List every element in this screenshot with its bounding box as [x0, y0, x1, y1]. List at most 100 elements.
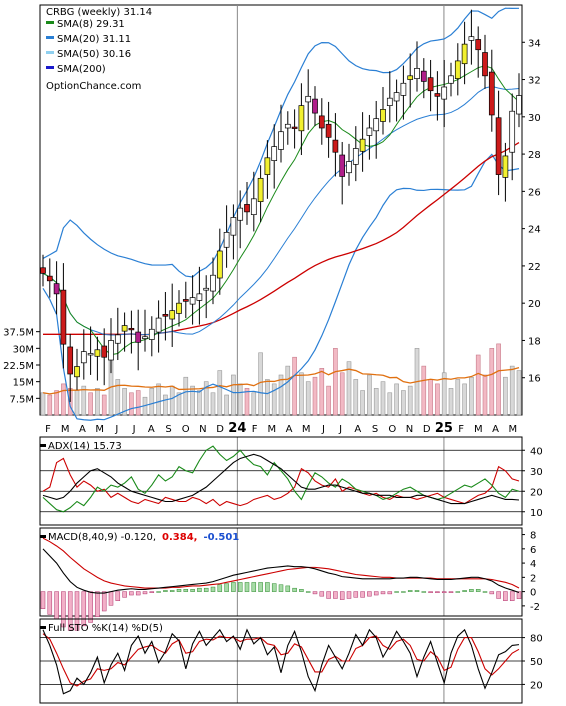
sma8-label: SMA(8) 29.31: [57, 19, 125, 30]
sma20-line: [42, 85, 520, 336]
price-tick-label: 18: [528, 336, 541, 347]
candle-body: [366, 127, 373, 136]
candle-body: [325, 123, 332, 138]
macd-histogram-bar: [387, 591, 393, 595]
volume-bar: [428, 379, 433, 416]
indicator-line: [42, 453, 520, 505]
macd-histogram-bar: [441, 591, 447, 593]
macd-histogram-bar: [271, 583, 277, 592]
volume-bar: [61, 383, 66, 416]
volume-tick-label: 30M: [13, 344, 34, 355]
candle-body: [60, 289, 67, 345]
x-label: F: [458, 424, 464, 435]
volume-bar: [455, 379, 461, 416]
candle-body: [176, 302, 182, 314]
adx-lines: 10 20 30 40: [40, 445, 543, 519]
volume-bar: [387, 392, 393, 416]
candle-body: [346, 161, 352, 174]
candle-body: [128, 327, 135, 331]
candle-body: [40, 267, 46, 274]
candle-body: [386, 97, 393, 106]
macd-histogram-bar: [74, 591, 80, 631]
volume-bar: [237, 383, 243, 416]
macd-histogram-bar: [319, 591, 325, 597]
candle-body: [339, 154, 346, 177]
candle-body: [441, 86, 448, 100]
volume-bar: [326, 385, 331, 416]
macd-histogram-bar: [394, 591, 399, 593]
x-label: J: [114, 424, 118, 435]
candle-body: [142, 336, 148, 339]
candle-body: [237, 207, 244, 221]
x-label: 24: [228, 421, 246, 436]
macd-signal-value: 0.384,: [162, 532, 197, 543]
volume-bar: [40, 392, 46, 416]
macd-histogram-bar: [421, 591, 427, 593]
x-label: M: [95, 424, 104, 435]
macd-histogram-bar: [509, 591, 515, 601]
macd-histogram-bar: [61, 591, 66, 628]
volume-bar: [346, 361, 352, 416]
macd-histogram-bar: [285, 585, 291, 592]
x-axis-labels: F M A M J J A S O N D 24 F M A M J J A S O N D 25 F M A M: [45, 421, 517, 436]
macd-histogram-bar: [129, 591, 134, 596]
macd-histogram-bar: [496, 591, 501, 599]
candle-body: [509, 110, 516, 153]
volume-bar: [278, 374, 284, 416]
price-tick-label: 16: [528, 374, 541, 385]
candle-body: [468, 36, 475, 41]
volume-bar: [516, 370, 522, 416]
volume-bar: [251, 392, 257, 416]
macd-histogram-bar: [278, 584, 284, 592]
candle-body: [271, 146, 278, 161]
adx-label: ADX(14) 15.73: [48, 441, 122, 452]
macd-histogram-bar: [482, 591, 488, 593]
candle-body: [108, 340, 114, 361]
volume-bar: [74, 390, 80, 416]
volume-bar: [462, 383, 467, 416]
sma20-label: SMA(20) 31.11: [57, 34, 131, 45]
volume-bar: [435, 383, 440, 416]
macd-histogram-bar: [47, 591, 53, 615]
candle-body: [169, 310, 176, 320]
x-label: M: [508, 424, 517, 435]
candle-body: [291, 126, 298, 129]
macd-histogram-bar: [258, 582, 263, 592]
candle-body: [427, 77, 434, 92]
candle-body: [495, 117, 502, 175]
volume-bar: [176, 392, 182, 416]
sma20-swatch: [46, 36, 54, 39]
volume-bar: [231, 374, 236, 416]
x-label: N: [406, 424, 413, 435]
sma8-swatch: [46, 21, 54, 24]
macd-histogram-bar: [326, 591, 331, 599]
candlesticks: [40, 7, 522, 421]
x-label: M: [474, 424, 483, 435]
price-tick-label: 22: [528, 262, 541, 273]
volume-bar: [95, 388, 100, 416]
sma200-label: SMA(200): [57, 64, 106, 75]
macd-histogram-bar: [428, 591, 433, 593]
panel-tick-label: 20: [530, 487, 543, 498]
macd-histogram-bar: [183, 589, 189, 592]
volume-bar: [258, 352, 263, 416]
volume-bar: [312, 376, 318, 416]
volume-tick-label: 15M: [13, 378, 34, 389]
price-axis: 16 18 20 22 24 26 28 30 32 34: [522, 38, 541, 385]
candle-body: [380, 109, 386, 122]
volume-bar: [482, 374, 488, 416]
macd-panel-frame: [39, 527, 523, 617]
x-label: A: [148, 424, 155, 435]
x-label: N: [199, 424, 206, 435]
candle-body: [352, 148, 359, 165]
volume-tick-label: 37.5M: [3, 328, 34, 339]
candle-body: [87, 353, 94, 356]
volume-bar: [448, 388, 454, 416]
candle-body: [67, 346, 74, 375]
sma50-swatch: [46, 51, 54, 54]
candle-body: [53, 283, 60, 295]
panel-tick-label: 2: [530, 573, 536, 584]
volume-bar: [217, 370, 223, 416]
volume-bar: [197, 390, 202, 416]
